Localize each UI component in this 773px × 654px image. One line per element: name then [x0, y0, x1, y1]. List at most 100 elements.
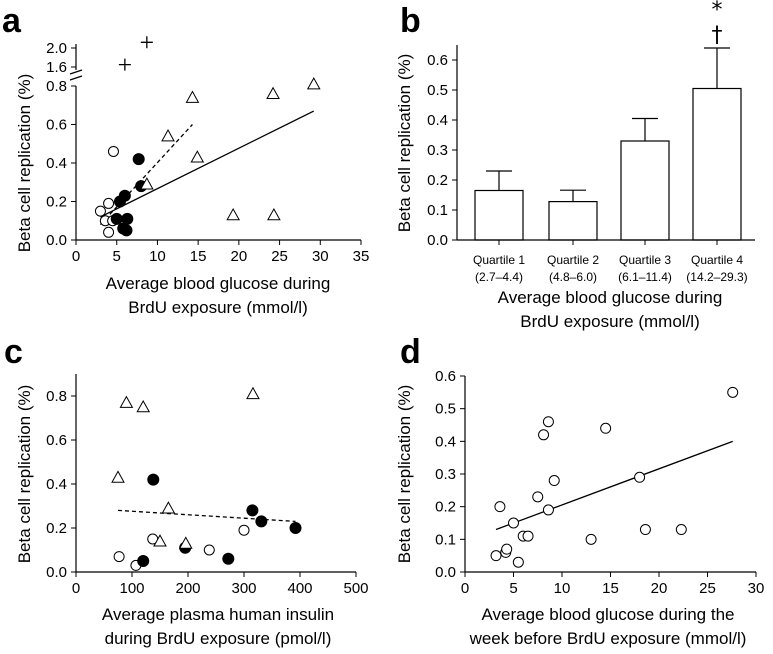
panel-d-y-tick-label: 0.4	[435, 433, 456, 450]
data-point-open-circle	[542, 416, 554, 428]
data-point-open-circle	[203, 544, 215, 556]
significance-dagger: †	[712, 23, 723, 48]
data-point-filled-circle	[289, 522, 302, 534]
panel-d-x-tick-label: 15	[602, 580, 619, 597]
panel-a-y-tick-label: 0.0	[46, 232, 67, 249]
panel-b-y-tick-label: 0.4	[427, 112, 448, 129]
panel-a-x-tick-label: 0	[72, 248, 80, 265]
panel-c-x-tick-label: 500	[343, 580, 368, 597]
panel-d-y-tick-label: 0.5	[435, 401, 456, 418]
panel-b-x-axis-label: BrdU exposure (mmol/l)	[520, 312, 700, 331]
panel-d-x-tick-label: 30	[748, 580, 765, 597]
data-point-open-circle	[501, 543, 513, 555]
panel-a-axis-break-mark	[69, 69, 83, 75]
data-point-open-circle	[585, 533, 597, 545]
panel-a-x-tick-label: 25	[271, 248, 288, 265]
panel-d-y-tick-label: 0.0	[435, 564, 456, 581]
data-point-triangle	[246, 386, 260, 400]
data-point-open-circle	[107, 145, 119, 157]
data-point-open-circle	[113, 551, 125, 563]
panel-b-y-tick-label: 0.5	[427, 82, 448, 99]
category-range-label: (14.2–29.3)	[686, 270, 747, 284]
category-label: Quartile 3	[619, 253, 671, 267]
data-point-open-circle	[490, 550, 502, 562]
data-point-triangle	[136, 399, 151, 413]
data-point-triangle	[139, 177, 154, 190]
data-point-triangle	[266, 86, 280, 99]
panel-c-x-tick-label: 100	[119, 580, 144, 597]
panel-a-x-tick-label: 15	[190, 248, 207, 265]
panel-b-y-tick-label: 0.3	[427, 142, 448, 159]
panel-d-x-tick-label: 25	[699, 580, 716, 597]
panel-c-y-tick-label: 0.4	[46, 476, 67, 493]
data-point-open-circle	[238, 524, 250, 536]
bar-3	[620, 140, 670, 241]
data-point-filled-circle	[110, 212, 123, 225]
panel-c-y-axis-label: Beta cell replication (%)	[15, 385, 34, 564]
data-point-filled-circle	[118, 189, 131, 202]
data-point-open-circle	[548, 475, 560, 487]
panel-b-y-tick-label: 0.6	[427, 52, 448, 69]
panel-d-y-tick-label: 0.1	[435, 531, 456, 548]
panel-c-y-tick-label: 0.8	[46, 388, 67, 405]
data-point-filled-circle	[255, 515, 268, 528]
panel-c-y-tick-label: 0.6	[46, 432, 67, 449]
panel-a-y-tick-label: 0.8	[46, 78, 67, 95]
category-range-label: (6.1–11.4)	[618, 270, 672, 284]
data-point-open-circle	[675, 524, 687, 536]
data-point-triangle	[119, 395, 134, 408]
data-point-triangle	[161, 129, 175, 142]
panel-label-b: b	[400, 2, 421, 40]
bar-4	[692, 87, 742, 241]
panel-a-x-tick-label: 20	[231, 248, 248, 265]
data-point-filled-circle	[121, 212, 134, 225]
panel-d-fit-line-solid	[495, 440, 733, 531]
chart-panel-a: 0 5 10 15 20 25 30 35 0.0 0.2 0.4 0.6 0.8 1.6 2.0 Avera…	[15, 36, 369, 317]
data-point-open-circle	[494, 501, 506, 513]
chart-panel-d: 0 5 10 15 20 25 30 0.0 0.1 0.2 0.3 0.4 0.5 0.6 Average…	[395, 368, 764, 648]
panel-a-x-axis-label: BrdU exposure (mmol/l)	[128, 298, 308, 317]
panel-b-y-tick-label: 0.2	[427, 172, 448, 189]
data-point-open-circle	[634, 471, 646, 483]
panel-label-d: d	[400, 333, 421, 371]
data-point-open-circle	[639, 524, 651, 536]
panel-d-y-tick-label: 0.6	[435, 368, 456, 385]
panel-c-x-tick-label: 300	[231, 580, 256, 597]
panel-a-y-tick-label: 0.6	[46, 117, 67, 134]
data-point-open-circle	[522, 530, 534, 542]
panel-a-fit-line-dashed	[99, 124, 193, 226]
panel-b-y-tick-label: 0.1	[427, 202, 448, 219]
panel-c-x-tick-label: 200	[175, 580, 200, 597]
data-point-triangle	[153, 534, 167, 547]
panel-label-c: c	[4, 333, 23, 371]
data-point-filled-circle	[246, 504, 259, 517]
panel-c-x-tick-label: 400	[287, 580, 312, 597]
data-point-triangle	[178, 536, 193, 549]
panel-d-x-tick-label: 5	[509, 580, 517, 597]
data-point-open-circle	[103, 226, 115, 238]
chart-panel-c: 0 100 200 300 400 500 0.0 0.2 0.4 0.6 0.8 Average p…	[15, 374, 369, 648]
data-point-triangle	[306, 77, 321, 90]
panel-a-axis-break-mark	[69, 75, 83, 81]
panel-a-y-axis-label: Beta cell replication (%)	[15, 74, 34, 253]
data-point-plus	[140, 36, 153, 49]
panel-a-y-tick-label: 0.2	[46, 194, 67, 211]
data-point-open-circle	[508, 517, 519, 529]
panel-d-x-tick-label: 0	[461, 580, 469, 597]
data-point-open-circle	[727, 386, 739, 398]
panel-d-y-tick-label: 0.2	[435, 499, 456, 516]
data-point-filled-circle	[147, 473, 160, 486]
significance-asterisk: *	[712, 0, 723, 23]
panel-c-x-axis-label: during BrdU exposure (pmol/l)	[105, 629, 332, 648]
data-point-open-circle	[94, 205, 106, 217]
panel-c-fit-line-dashed	[117, 509, 296, 523]
data-point-filled-circle	[132, 153, 145, 166]
data-point-open-circle	[532, 491, 544, 503]
data-point-plus	[118, 58, 131, 71]
panel-d-x-axis-label: Average blood glucose during the	[482, 605, 735, 624]
data-point-open-circle	[103, 197, 115, 209]
data-point-triangle	[161, 501, 176, 514]
panel-a-x-tick-label: 35	[353, 248, 370, 265]
data-point-triangle	[111, 470, 125, 483]
data-point-triangle	[226, 207, 241, 221]
